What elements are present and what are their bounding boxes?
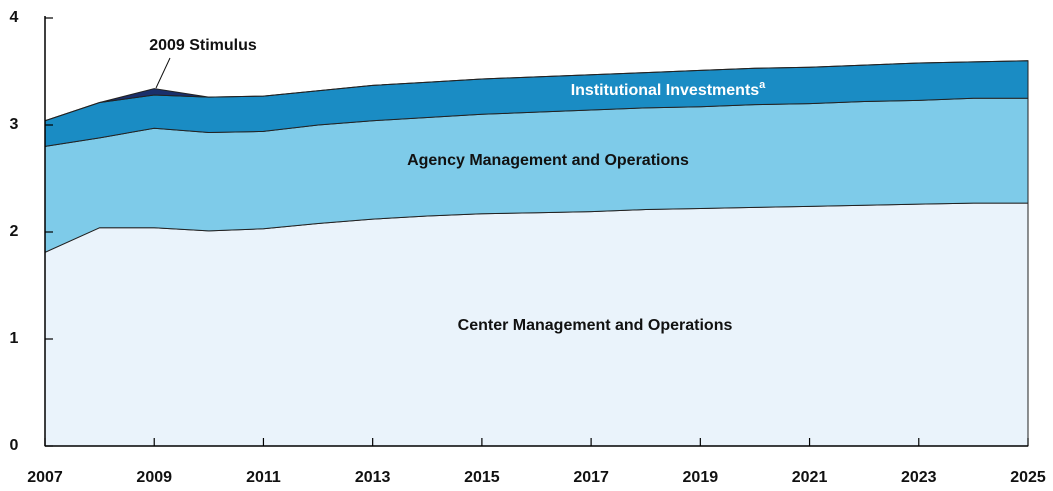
area-label-name: Institutional Investments (571, 82, 760, 99)
y-tick-label: 0 (10, 437, 19, 454)
y-tick-label: 3 (10, 116, 19, 133)
y-tick-label: 1 (10, 330, 19, 347)
x-tick-label: 2023 (901, 469, 937, 486)
x-tick-label: 2011 (246, 469, 281, 486)
x-tick-label: 2015 (464, 469, 500, 486)
area-label-name: Center Management and Operations (458, 317, 733, 334)
y-tick-label: 4 (10, 9, 19, 26)
x-tick-label: 2009 (136, 469, 172, 486)
x-tick-label: 2019 (683, 469, 719, 486)
area (44, 60, 1029, 122)
x-tick-label: 2025 (1010, 469, 1046, 486)
area-label: 2009 Stimulus (149, 37, 257, 54)
y-tick-label: 2 (10, 223, 19, 240)
area-label-note: a (759, 79, 766, 91)
x-tick-label: 2007 (27, 469, 63, 486)
x-tick-label: 2021 (792, 469, 828, 486)
area-label: Institutional Investmentsa (571, 79, 766, 99)
area-label: Center Management and Operations (458, 317, 733, 334)
x-tick-label: 2013 (355, 469, 391, 486)
area-label: Agency Management and Operations (407, 152, 689, 169)
x-tick-label: 2017 (573, 469, 609, 486)
area-label-name: 2009 Stimulus (149, 37, 257, 54)
area-label-name: Agency Management and Operations (407, 152, 689, 169)
leader-line (155, 57, 171, 89)
